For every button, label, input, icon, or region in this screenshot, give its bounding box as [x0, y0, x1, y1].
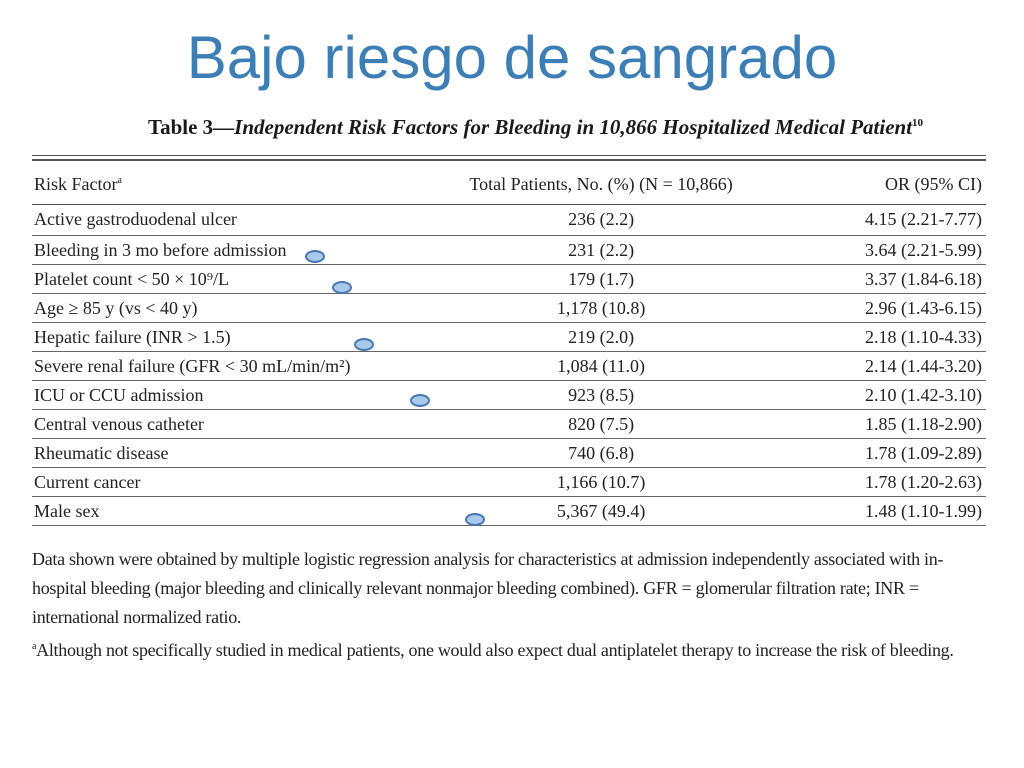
cell-total-patients: 923 (8.5) — [433, 381, 770, 410]
cell-risk-factor: Central venous catheter — [32, 410, 433, 439]
table-row: Age ≥ 85 y (vs < 40 y) 1,178 (10.8) 2.96 (… — [32, 294, 986, 323]
table-row: Severe renal failure (GFR < 30 mL/min/m²… — [32, 352, 986, 381]
column-header-risk-factor: Risk Factora — [32, 164, 433, 204]
column-header-total-patients: Total Patients, No. (%) (N = 10,866) — [433, 164, 770, 204]
cell-odds-ratio: 2.10 (1.42-3.10) — [769, 381, 986, 410]
table-caption-ref: 10 — [912, 117, 923, 129]
cell-risk-factor: Male sex — [32, 497, 433, 526]
highlight-marker — [354, 338, 374, 351]
table-caption-text: Independent Risk Factors for Bleeding in… — [234, 115, 912, 139]
cell-risk-factor: Current cancer — [32, 468, 433, 497]
cell-total-patients: 1,178 (10.8) — [433, 294, 770, 323]
risk-factor-table: Risk Factora Total Patients, No. (%) (N … — [32, 164, 986, 526]
table-caption-number: Table 3— — [148, 115, 234, 139]
table-row: Hepatic failure (INR > 1.5) 219 (2.0) 2.18… — [32, 323, 986, 352]
cell-total-patients: 179 (1.7) — [433, 265, 770, 294]
cell-risk-factor: ICU or CCU admission — [32, 381, 433, 410]
table-body: Active gastroduodenal ulcer 236 (2.2) 4.15… — [32, 204, 986, 526]
cell-odds-ratio: 2.18 (1.10-4.33) — [769, 323, 986, 352]
cell-odds-ratio: 3.37 (1.84-6.18) — [769, 265, 986, 294]
cell-total-patients: 1,166 (10.7) — [433, 468, 770, 497]
cell-risk-factor: Platelet count < 50 × 10⁹/L — [32, 265, 433, 294]
risk-factor-footnote-mark: a — [118, 175, 122, 186]
table-row: Current cancer 1,166 (10.7) 1.78 (1.20-2.6… — [32, 468, 986, 497]
table-header-row: Risk Factora Total Patients, No. (%) (N … — [32, 164, 986, 204]
table-row: Male sex 5,367 (49.4) 1.48 (1.10-1.99) — [32, 497, 986, 526]
cell-risk-factor: Rheumatic disease — [32, 439, 433, 468]
footnote-main: Data shown were obtained by multiple log… — [32, 545, 992, 632]
cell-odds-ratio: 4.15 (2.21-7.77) — [769, 204, 986, 236]
highlight-marker — [305, 250, 325, 263]
cell-odds-ratio: 2.14 (1.44-3.20) — [769, 352, 986, 381]
cell-total-patients: 1,084 (11.0) — [433, 352, 770, 381]
table-top-rule — [32, 155, 986, 156]
highlight-marker — [410, 394, 430, 407]
cell-odds-ratio: 1.85 (1.18-2.90) — [769, 410, 986, 439]
slide-title: Bajo riesgo de sangrado — [0, 22, 1024, 94]
cell-odds-ratio: 2.96 (1.43-6.15) — [769, 294, 986, 323]
footnote-a: aAlthough not specifically studied in me… — [32, 632, 992, 665]
table-row: Platelet count < 50 × 10⁹/L 179 (1.7) 3.37… — [32, 265, 986, 294]
cell-odds-ratio: 1.48 (1.10-1.99) — [769, 497, 986, 526]
cell-risk-factor: Age ≥ 85 y (vs < 40 y) — [32, 294, 433, 323]
cell-total-patients: 740 (6.8) — [433, 439, 770, 468]
table-row: Central venous catheter 820 (7.5) 1.85 (1.… — [32, 410, 986, 439]
cell-total-patients: 236 (2.2) — [433, 204, 770, 236]
cell-risk-factor: Active gastroduodenal ulcer — [32, 204, 433, 236]
table-row: ICU or CCU admission 923 (8.5) 2.10 (1.42-… — [32, 381, 986, 410]
cell-total-patients: 820 (7.5) — [433, 410, 770, 439]
cell-risk-factor: Severe renal failure (GFR < 30 mL/min/m²… — [32, 352, 433, 381]
cell-total-patients: 231 (2.2) — [433, 236, 770, 265]
highlight-marker — [465, 513, 485, 526]
table-footnote: Data shown were obtained by multiple log… — [32, 545, 992, 665]
table-row: Bleeding in 3 mo before admission 231 (2.… — [32, 236, 986, 265]
cell-odds-ratio: 3.64 (2.21-5.99) — [769, 236, 986, 265]
table-row: Active gastroduodenal ulcer 236 (2.2) 4.15… — [32, 204, 986, 236]
column-header-odds-ratio: OR (95% CI) — [769, 164, 986, 204]
cell-risk-factor: Bleeding in 3 mo before admission — [32, 236, 433, 265]
cell-total-patients: 219 (2.0) — [433, 323, 770, 352]
table-top-rule-thick — [32, 159, 986, 161]
highlight-marker — [332, 281, 352, 294]
cell-odds-ratio: 1.78 (1.20-2.63) — [769, 468, 986, 497]
cell-odds-ratio: 1.78 (1.09-2.89) — [769, 439, 986, 468]
table-row: Rheumatic disease 740 (6.8) 1.78 (1.09-2.8… — [32, 439, 986, 468]
table-caption: Table 3—Independent Risk Factors for Ble… — [148, 115, 928, 140]
